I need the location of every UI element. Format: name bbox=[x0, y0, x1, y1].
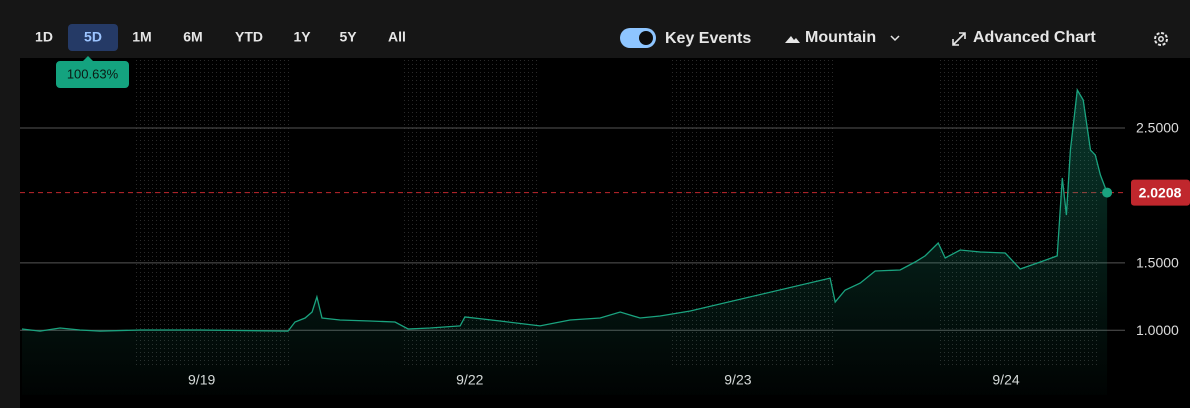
range-button[interactable]: All bbox=[388, 29, 406, 45]
last-point bbox=[1102, 187, 1113, 198]
range-button[interactable]: 1Y bbox=[293, 29, 311, 45]
area-fill bbox=[22, 90, 1108, 395]
range-button[interactable]: YTD bbox=[235, 29, 263, 45]
settings-icon[interactable] bbox=[1154, 32, 1168, 46]
range-selected bbox=[68, 24, 118, 51]
toggle-knob bbox=[639, 31, 653, 45]
y-tick-label: 2.5000 bbox=[1136, 120, 1179, 136]
range-button[interactable]: 5Y bbox=[339, 29, 357, 45]
key-events-label[interactable]: Key Events bbox=[665, 30, 751, 47]
range-button[interactable]: 1D bbox=[35, 29, 53, 45]
dropdown-caret bbox=[890, 35, 900, 42]
mountain-icon bbox=[785, 36, 800, 43]
y-tick-label: 1.0000 bbox=[1136, 322, 1179, 338]
change-badge bbox=[56, 61, 129, 88]
price-line bbox=[21, 88, 1108, 332]
badge-pointer bbox=[83, 56, 93, 61]
toolbar: 1D 5D 1M 6M YTD 1Y 5Y All bbox=[35, 24, 406, 51]
advanced-chart-button[interactable]: Advanced Chart bbox=[973, 29, 1096, 46]
y-tick-label: 1.5000 bbox=[1136, 255, 1179, 271]
chart-style-button[interactable]: Mountain bbox=[805, 29, 876, 46]
expand-icon bbox=[952, 32, 966, 46]
range-button[interactable]: 5D bbox=[84, 29, 102, 45]
range-button[interactable]: 1M bbox=[132, 29, 151, 45]
last-price-box bbox=[1131, 179, 1190, 206]
change-label: 100.63% bbox=[67, 66, 119, 81]
last-price-label: 2.0208 bbox=[1139, 184, 1182, 200]
range-button[interactable]: 6M bbox=[183, 29, 202, 45]
